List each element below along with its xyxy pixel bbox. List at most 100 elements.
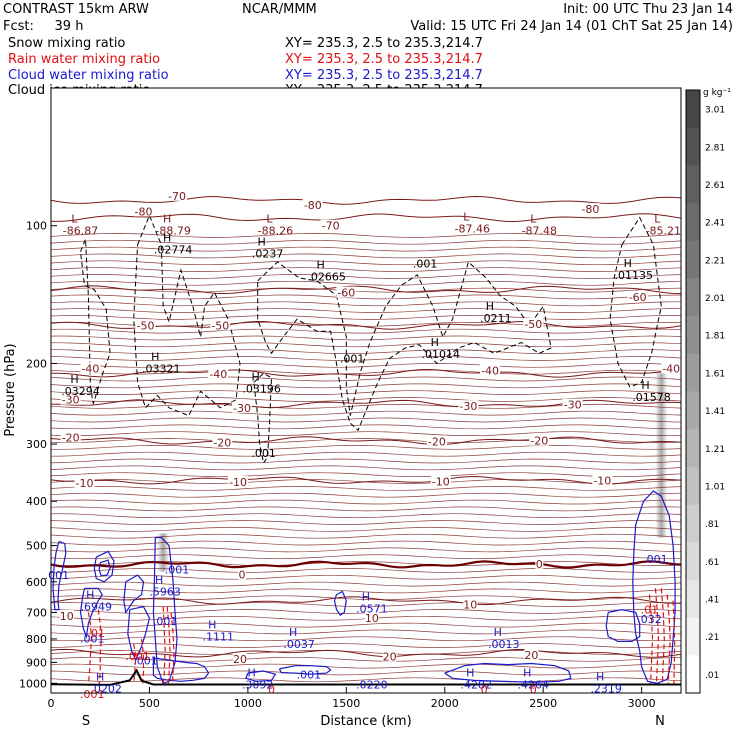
isotherm-line bbox=[50, 568, 682, 573]
isotherm-line bbox=[50, 410, 682, 416]
extremum-marker: L bbox=[654, 213, 661, 226]
temperature-label: -40 bbox=[81, 362, 99, 375]
y-tick-label: 700 bbox=[26, 606, 47, 619]
header-init-label: Init: 00 UTC Thu 23 Jan 14 bbox=[563, 2, 733, 17]
temperature-label-bg bbox=[320, 219, 341, 231]
extremum-value-label: .001 bbox=[251, 447, 276, 460]
x-axis-end-label: N bbox=[655, 714, 665, 729]
x-axis-start-label: S bbox=[82, 714, 90, 729]
temperature-label: 10 bbox=[365, 612, 379, 625]
isotherm-line bbox=[50, 636, 682, 642]
temperature-label: -70 bbox=[168, 190, 186, 203]
isotherm--60 bbox=[50, 285, 682, 295]
extremum-value-label: -87.46 bbox=[455, 223, 490, 236]
colorbar-tick-label: 1.81 bbox=[705, 332, 725, 342]
temperature-label: -10 bbox=[76, 477, 94, 490]
temperature-label: -50 bbox=[524, 318, 542, 331]
colorbar-tick-label: 3.01 bbox=[705, 106, 725, 116]
x-tick-label: 3000 bbox=[628, 697, 656, 710]
isotherm-line bbox=[50, 458, 682, 464]
isotherm-line bbox=[50, 301, 681, 307]
temperature-label: -70 bbox=[322, 220, 340, 233]
isotherm-line bbox=[50, 670, 682, 676]
colorbar-tick-label: .81 bbox=[705, 520, 719, 530]
isotherm-line bbox=[50, 520, 682, 525]
isotherm-line bbox=[50, 356, 682, 361]
colorbar-swatch bbox=[686, 90, 700, 129]
isotherm-line bbox=[50, 527, 682, 532]
y-tick-label: 800 bbox=[26, 633, 47, 646]
temperature-label: 0 bbox=[239, 568, 246, 581]
isotherm-line bbox=[50, 513, 682, 519]
temperature-label-bg bbox=[80, 362, 101, 374]
colorbar-tick-label: .01 bbox=[705, 671, 719, 681]
legend-cloudwater-xy: XY= 235.3, 2.5 to 235.3,214.7 bbox=[285, 68, 483, 83]
temperature-label-bg bbox=[592, 474, 613, 486]
extremum-value-label: .0013 bbox=[488, 638, 520, 651]
y-tick-label: 200 bbox=[26, 358, 47, 371]
extremum-marker: H bbox=[431, 336, 439, 349]
extremum-value-label: .032 bbox=[637, 613, 662, 626]
temperature-label-bg bbox=[212, 436, 233, 448]
extremum-value-label: .01 bbox=[641, 603, 659, 616]
extremum-value-label: .001 bbox=[297, 669, 322, 682]
colorbar-unit-label: g kg⁻¹ bbox=[703, 88, 731, 98]
extremum-value-label: .0037 bbox=[283, 638, 315, 651]
isotherm-line bbox=[50, 465, 682, 471]
y-tick-label: 300 bbox=[26, 438, 47, 451]
header-forecast-label: Fcst: 39 h bbox=[3, 19, 83, 34]
extremum-value-label: .001 bbox=[165, 564, 190, 577]
colorbar-swatch bbox=[686, 353, 700, 392]
extremum-value-label: .02665 bbox=[307, 271, 346, 284]
colorbar-swatch bbox=[686, 466, 700, 506]
colorbar-tick-label: 2.01 bbox=[705, 294, 725, 304]
temperature-label-bg bbox=[535, 557, 544, 569]
isotherm-line bbox=[50, 280, 682, 286]
cloud-water-contour bbox=[123, 574, 145, 614]
isotherm-line bbox=[50, 595, 681, 601]
legend-rain-xy: XY= 235.3, 2.5 to 235.3,214.7 bbox=[285, 52, 483, 67]
colorbar-tick-label: 2.41 bbox=[705, 219, 725, 229]
colorbar-tick-label: .61 bbox=[705, 558, 719, 568]
isotherm-line bbox=[50, 451, 682, 457]
extremum-value-label: .1111 bbox=[203, 630, 235, 643]
temperature-label-bg bbox=[661, 362, 682, 374]
extremum-value-label: .2319 bbox=[590, 683, 622, 696]
x-tick-label: 2000 bbox=[431, 697, 459, 710]
colorbar-swatch bbox=[686, 617, 700, 656]
colorbar-tick-label: 2.61 bbox=[705, 181, 725, 191]
temperature-label: -30 bbox=[62, 394, 80, 407]
colorbar-tick-label: .41 bbox=[705, 596, 719, 606]
temperature-label-bg bbox=[60, 393, 81, 405]
extremum-value-label: .001 bbox=[45, 569, 70, 582]
temperature-label: 0 bbox=[536, 558, 543, 571]
isotherm-line bbox=[50, 233, 682, 238]
temperature-label-bg bbox=[302, 198, 323, 210]
y-tick-label: 1000 bbox=[19, 677, 47, 690]
isotherm-line bbox=[50, 547, 682, 553]
y-tick-label: 500 bbox=[26, 540, 47, 553]
extremum-marker: H bbox=[523, 666, 531, 679]
rain-water-contour bbox=[97, 609, 102, 686]
temperature-label: -30 bbox=[233, 402, 251, 415]
rain-water-contour bbox=[654, 588, 660, 686]
extremum-value-label: .001 bbox=[125, 650, 150, 663]
colorbar-swatch bbox=[686, 203, 700, 242]
temperature-label: -60 bbox=[337, 287, 355, 300]
temperature-label: -80 bbox=[135, 205, 153, 218]
temperature-label-bg bbox=[562, 398, 583, 410]
rain-water-contour bbox=[648, 594, 654, 686]
extremum-marker: H bbox=[362, 591, 370, 604]
isotherm-line bbox=[50, 472, 682, 478]
temperature-label: -40 bbox=[209, 368, 227, 381]
extremum-value-label: .0237 bbox=[252, 247, 284, 260]
surface-terrain-line bbox=[50, 668, 681, 686]
cloud-water-contour bbox=[127, 606, 151, 662]
header-model-label: CONTRAST 15km ARW bbox=[3, 2, 149, 17]
extremum-value-label: .001 bbox=[153, 615, 178, 628]
temperature-label: -80 bbox=[581, 203, 599, 216]
temperature-label-bg bbox=[233, 653, 247, 664]
extremum-value-label: .0220 bbox=[356, 678, 388, 691]
temperature-label: -20 bbox=[428, 435, 446, 448]
isotherm--70 bbox=[50, 213, 682, 222]
